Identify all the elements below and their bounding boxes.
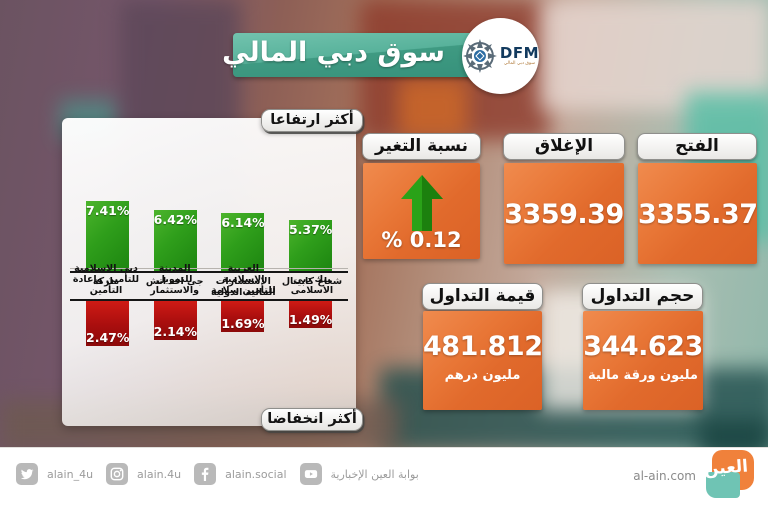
charts-divider [70, 268, 348, 269]
header-bar: سوق دبي المالي [222, 33, 533, 77]
trade-value-header: قيمة التداول [422, 283, 543, 310]
bar-category-label: جى اف اتش [145, 276, 204, 287]
up-arrow-icon [400, 175, 443, 231]
top-losers-title: أكثر انخفاضا [261, 408, 363, 431]
dfm-compass-icon [462, 39, 497, 73]
dfm-logo-abbr: DFM [499, 43, 539, 62]
alain-logo-text: العين [703, 456, 749, 480]
facebook-icon[interactable] [194, 463, 217, 485]
page-title: سوق دبي المالي [222, 37, 445, 68]
bar-category-label: ماركة [92, 276, 120, 287]
bar-value-label: 5.37% [288, 222, 333, 237]
gainers-category-labels: ماركة جى اف اتش الاستشارات المالية الدولية… [70, 276, 348, 299]
open-value: 3355.37 [638, 199, 758, 230]
alain-logo[interactable]: العين [703, 450, 754, 498]
trade-volume-header: حجم التداول [582, 283, 703, 310]
open-tile: 3355.37 [638, 163, 758, 264]
dfm-logo-subtext: سوق دبي المالي [503, 60, 536, 66]
bar-up-1: 6.42% [153, 210, 198, 271]
bar-category-label: الاستشارات المالية الدولية [210, 276, 276, 298]
twitter-icon[interactable] [16, 463, 38, 485]
movers-panel: أكثر ارتفاعا 7.41% 6.42% 6.14% 5.37% ماركة ج… [62, 109, 363, 431]
trade-volume-tile: 344.623 مليون ورقة مالية [583, 311, 703, 410]
bar-up-0: 7.41% [86, 201, 129, 271]
footer: alain_4u alain.4u alain.social بوابة الع… [0, 447, 768, 510]
losers-bar-chart: 2.47% 2.14% 1.69% 1.49% [70, 299, 348, 349]
bar-category-label: دبى الاسلامية للتأمين وإعادة التأمين [72, 263, 140, 297]
trade-value-unit: مليون درهم [444, 368, 521, 383]
bar-value-label: 6.14% [221, 215, 265, 230]
bar-down-1: 2.14% [153, 301, 198, 340]
instagram-icon[interactable] [106, 463, 129, 485]
bar-down-2: 1.69% [221, 301, 265, 332]
facebook-handle[interactable]: alain.social [225, 467, 287, 481]
dfm-logo: DFM سوق دبي المالي [462, 18, 539, 94]
website-url[interactable]: al-ain.com [633, 469, 696, 483]
top-gainers-title: أكثر ارتفاعا [261, 109, 363, 132]
twitter-handle[interactable]: alain_4u [47, 467, 94, 481]
youtube-icon[interactable] [299, 463, 322, 485]
open-header: الفتح [637, 133, 757, 160]
close-header: الإغلاق [503, 133, 625, 160]
bar-category-label: شعاع كابيتال [281, 276, 343, 287]
bar-value-label: 7.41% [86, 203, 130, 218]
change-header: نسبة التغير [362, 133, 481, 160]
change-value: % 0.12 [381, 228, 462, 252]
instagram-handle[interactable]: alain.4u [137, 467, 182, 481]
bar-category-label: المدينة للتمويل والاستثمار [150, 263, 200, 297]
change-tile: % 0.12 [363, 163, 480, 259]
bar-value-label: 1.69% [221, 316, 265, 331]
bar-up-3: 5.37% [288, 220, 333, 271]
trade-value-number: 481.812 [423, 331, 543, 362]
youtube-channel[interactable]: بوابة العين الإخبارية [330, 467, 419, 481]
trade-volume-unit: مليون ورقة مالية [588, 368, 698, 383]
gainers-bar-chart: 7.41% 6.42% 6.14% 5.37% [70, 158, 348, 273]
close-tile: 3359.39 [504, 163, 624, 264]
trade-value-tile: 481.812 مليون درهم [423, 311, 543, 410]
bar-category-label: العربية الاسلامية للتأمين سلامة [210, 263, 276, 297]
bar-up-2: 6.14% [221, 213, 265, 271]
bar-category-label: بنك دبى الاسلامى [290, 274, 334, 297]
bar-value-label: 1.49% [288, 312, 333, 327]
bar-down-3: 1.49% [288, 301, 333, 328]
bar-value-label: 2.47% [86, 330, 130, 345]
losers-category-labels: دبى الاسلامية للتأمين وإعادة التأمين المد… [70, 263, 348, 297]
trade-volume-number: 344.623 [583, 331, 703, 362]
close-value: 3359.39 [504, 199, 624, 230]
bar-value-label: 6.42% [153, 212, 198, 227]
bar-value-label: 2.14% [153, 324, 198, 339]
bar-down-0: 2.47% [86, 301, 129, 346]
